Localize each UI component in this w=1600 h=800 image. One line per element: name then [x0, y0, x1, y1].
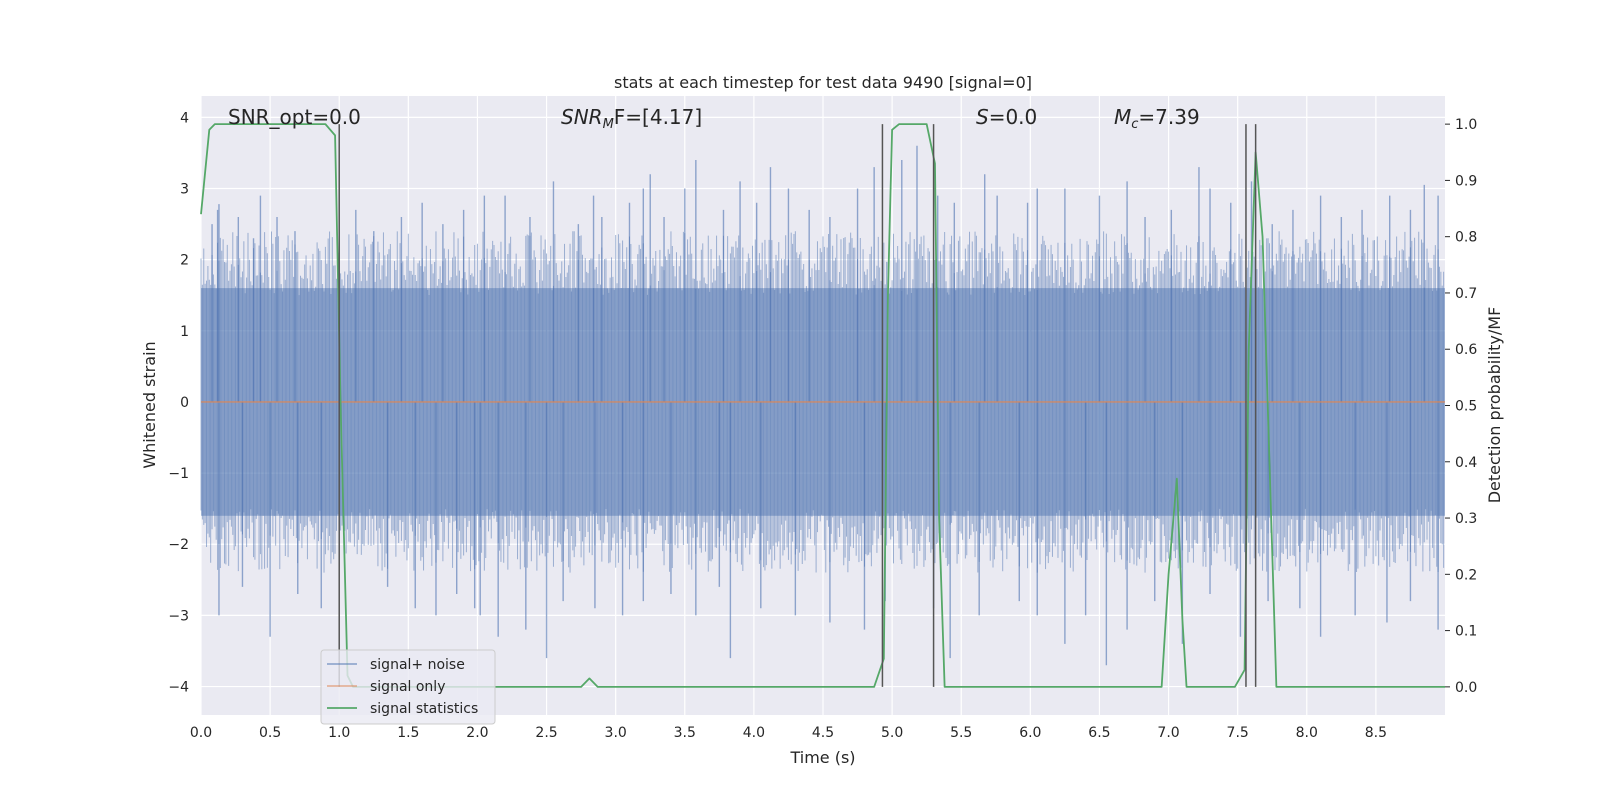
- y-tick-label-right: 1.0: [1455, 117, 1477, 133]
- x-axis-label: Time (s): [789, 748, 855, 767]
- chart-title: stats at each timestep for test data 949…: [614, 73, 1032, 92]
- x-tick-label: 5.5: [950, 725, 972, 741]
- x-tick-label: 1.5: [397, 725, 419, 741]
- y-tick-label-right: 0.2: [1455, 567, 1477, 583]
- line-series: [200, 123, 1445, 688]
- y-tick-label-right: 0.5: [1455, 399, 1477, 415]
- x-tick-label: 1.0: [328, 725, 350, 741]
- x-tick-label: 6.5: [1088, 725, 1110, 741]
- x-tick-label: 4.0: [743, 725, 765, 741]
- y-axis-label-left: Whitened strain: [140, 341, 159, 468]
- x-tick-label: 0.0: [190, 725, 212, 741]
- y-tick-label-left: −3: [168, 608, 189, 624]
- y-tick-label-right: 0.3: [1455, 511, 1477, 527]
- y-tick-label-left: 0: [180, 395, 189, 411]
- y-tick-label-right: 0.0: [1455, 680, 1477, 696]
- annotation-mc: Mc=7.39: [1114, 105, 1200, 132]
- legend-label-signal-statistics: signal statistics: [370, 701, 478, 717]
- x-tick-label: 7.0: [1157, 725, 1179, 741]
- x-tick-label: 8.5: [1365, 725, 1387, 741]
- y-tick-label-right: 0.6: [1455, 342, 1477, 358]
- legend-label-signal-noise: signal+ noise: [370, 657, 465, 673]
- y-tick-label-right: 0.8: [1455, 230, 1477, 246]
- y-tick-label-left: 1: [180, 324, 189, 340]
- y-tick-label-left: −4: [168, 680, 189, 696]
- x-tick-label: 5.0: [881, 725, 903, 741]
- y-tick-label-right: 0.9: [1455, 173, 1477, 189]
- x-tick-label: 3.0: [605, 725, 627, 741]
- y-tick-label-left: −1: [168, 466, 189, 482]
- x-tick-label: 4.5: [812, 725, 834, 741]
- annotation-s: S=0.0: [976, 105, 1037, 129]
- x-tick-label: 6.0: [1019, 725, 1041, 741]
- y-tick-label-right: 0.7: [1455, 286, 1477, 302]
- y-tick-labels-right: 0.0 0.1 0.2 0.3 0.4 0.5 0.6 0.7 0.8 0.9 1.0: [1445, 117, 1477, 696]
- legend: signal+ noise signal only signal statist…: [320, 649, 496, 725]
- annotation-snr-opt: SNR_opt=0.0: [228, 105, 361, 129]
- y-tick-labels-left: −4 −3 −2 −1 0 1 2 3 4: [168, 110, 189, 695]
- legend-frame: [320, 649, 496, 725]
- y-tick-label-left: −2: [168, 537, 189, 553]
- vertical-markers: [338, 124, 1257, 687]
- x-tick-label: 0.5: [259, 725, 281, 741]
- legend-label-signal-only: signal only: [370, 679, 445, 695]
- x-tick-label: 2.0: [466, 725, 488, 741]
- x-tick-label: 8.0: [1296, 725, 1318, 741]
- y-tick-label-left: 3: [180, 181, 189, 197]
- y-axis-label-right: Detection probability/MF: [1485, 307, 1504, 504]
- y-tick-label-right: 0.1: [1455, 624, 1477, 640]
- x-tick-label: 7.5: [1227, 725, 1249, 741]
- x-tick-label: 3.5: [674, 725, 696, 741]
- annotation-snr-mf: SNRMF=[4.17]: [561, 105, 702, 132]
- x-tick-labels: 0.0 0.5 1.0 1.5 2.0 2.5 3.0 3.5 4.0 4.5 5.0 5.5 6.0 6…: [190, 725, 1387, 741]
- x-tick-label: 2.5: [535, 725, 557, 741]
- signal-statistics-line: [200, 123, 1445, 688]
- y-tick-label-left: 4: [180, 110, 189, 126]
- y-tick-label-left: 2: [180, 253, 189, 269]
- y-tick-label-right: 0.4: [1455, 455, 1477, 471]
